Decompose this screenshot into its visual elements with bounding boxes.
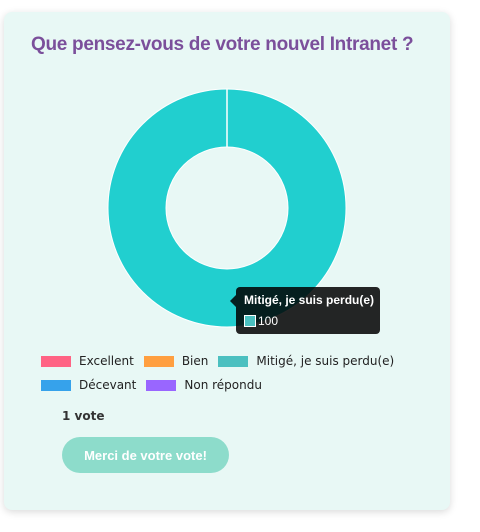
poll-card: Que pensez-vous de votre nouvel Intranet… <box>4 12 450 510</box>
tooltip-title: Mitigé, je suis perdu(e) <box>244 293 375 307</box>
tooltip-value: 100 <box>258 314 279 328</box>
legend-label: Mitigé, je suis perdu(e) <box>256 354 395 368</box>
vote-confirmation-button[interactable]: Merci de votre vote! <box>62 437 229 473</box>
legend-row: Excellent Bien Mitigé, je suis perdu(e) <box>41 349 441 373</box>
ring-inner-edge <box>165 146 289 270</box>
legend-label: Non répondu <box>184 378 262 392</box>
chart-legend: Excellent Bien Mitigé, je suis perdu(e) Déc… <box>41 349 441 397</box>
legend-label: Décevant <box>79 378 137 392</box>
legend-item-excellent[interactable]: Excellent <box>41 354 134 368</box>
ring-outer-edge <box>107 88 347 328</box>
legend-swatch <box>146 379 177 391</box>
legend-swatch <box>218 355 249 367</box>
vote-count: 1 vote <box>62 409 105 423</box>
legend-item-bien[interactable]: Bien <box>143 354 209 368</box>
poll-question: Que pensez-vous de votre nouvel Intranet… <box>31 34 414 55</box>
legend-item-non-r-pondu[interactable]: Non répondu <box>146 378 262 392</box>
legend-row: Décevant Non répondu <box>41 373 441 397</box>
legend-label: Bien <box>181 354 209 368</box>
legend-item-d-cevant[interactable]: Décevant <box>41 378 136 392</box>
legend-item-mitig-je-suis-perdu-e[interactable]: Mitigé, je suis perdu(e) <box>218 354 394 368</box>
doughnut-chart <box>107 88 347 328</box>
legend-label: Excellent <box>79 354 134 368</box>
legend-swatch <box>41 379 71 391</box>
legend-swatch <box>41 355 71 367</box>
chart-tooltip: Mitigé, je suis perdu(e) 100 <box>230 287 380 334</box>
tooltip-swatch <box>244 315 256 327</box>
legend-swatch <box>143 355 174 367</box>
